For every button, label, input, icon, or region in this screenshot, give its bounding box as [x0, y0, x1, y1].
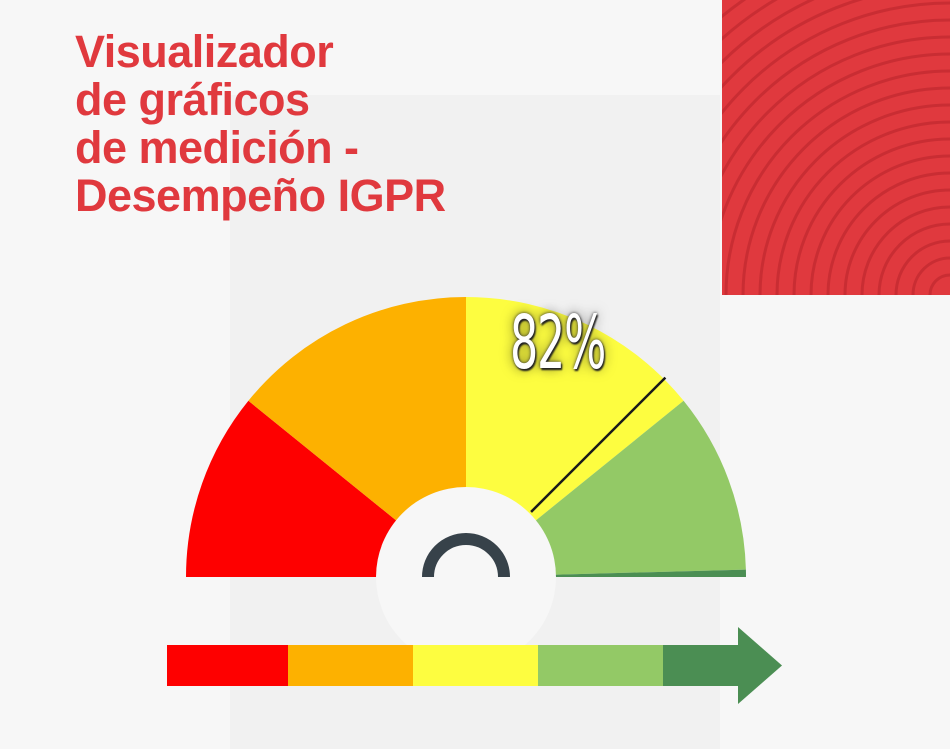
- gauge-needle: [530, 376, 667, 513]
- gauge-band: [553, 569, 746, 577]
- gauge-band: [186, 400, 398, 577]
- gauge-hub-icon: [422, 533, 510, 578]
- arrow-head-icon: [738, 627, 782, 704]
- title-line: Visualizador: [75, 26, 334, 77]
- decorative-arc-pattern: [722, 0, 950, 295]
- scale-segment: [288, 645, 413, 686]
- scale-segment: [413, 645, 538, 686]
- scale-segment: [538, 645, 663, 686]
- gauge-band: [248, 297, 466, 522]
- scale-segment: [167, 645, 288, 686]
- gauge-value-label: 82%: [510, 300, 606, 386]
- title-line: de gráficos: [75, 74, 310, 125]
- gauge-center: [376, 487, 556, 667]
- scale-segment: [663, 645, 742, 686]
- page-title: Visualizador de gráficos de medición - D…: [75, 28, 446, 220]
- gauge-band: [466, 297, 684, 522]
- gauge-band: [534, 400, 746, 575]
- title-line: Desempeño IGPR: [75, 170, 446, 221]
- title-line: de medición -: [75, 122, 359, 173]
